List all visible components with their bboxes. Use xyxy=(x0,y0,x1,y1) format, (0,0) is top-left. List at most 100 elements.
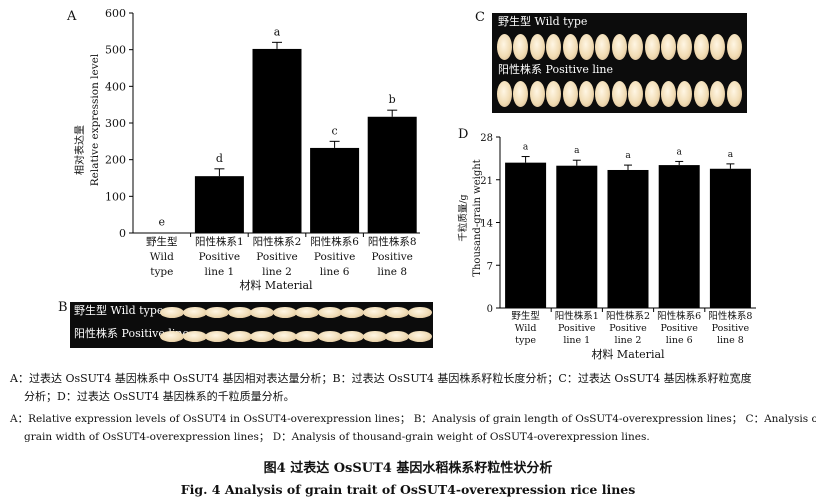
panel-a-category-label: 阳性株系8 xyxy=(368,235,417,248)
panel-d-category-label: line 1 xyxy=(563,335,590,346)
panel-a-y-tick-label: 300 xyxy=(105,117,126,130)
panel-d-category-label: 野生型 xyxy=(511,310,540,322)
rice-grain xyxy=(407,331,432,342)
rice-grain xyxy=(362,331,387,342)
rice-grain xyxy=(595,81,611,107)
rice-grain xyxy=(562,34,578,60)
panel-d-category-label: Positive xyxy=(660,323,698,334)
rice-grain xyxy=(385,307,409,318)
caption-cn-line-2: 分析；D：过表达 OsSUT4 基因株系的千粒质量分析。 xyxy=(24,390,295,403)
panel-a-y-tick-label: 500 xyxy=(105,44,126,57)
caption-cn-line-1: A：过表达 OsSUT4 基因株系中 OsSUT4 基因相对表达量分析；B：过表… xyxy=(10,372,752,385)
panel-d-significance-label: a xyxy=(625,151,631,161)
panel-d-category-label: Positive xyxy=(609,323,647,334)
rice-grain xyxy=(205,307,229,318)
rice-grain xyxy=(710,34,726,60)
caption-en-line-2: grain width of OsSUT4-overexpression lin… xyxy=(24,431,650,443)
panel-d-y-tick-label: 28 xyxy=(480,133,493,144)
rice-grain xyxy=(529,81,545,107)
panel-d-xlabel: 材料 Material xyxy=(591,347,665,361)
panel-d-category-label: type xyxy=(515,335,536,346)
panel-a-category-label: Positive xyxy=(256,251,297,263)
panel-d-ylabel-en: Thousand-grain weight xyxy=(472,159,483,276)
rice-grain xyxy=(272,307,297,318)
panel-a-category-label: 阳性株系1 xyxy=(195,235,244,248)
panel-c-positive-caption: 阳性株系 Positive line xyxy=(498,63,614,76)
panel-d-bar xyxy=(556,165,598,308)
panel-a-category-label: Positive xyxy=(371,251,412,263)
panel-a-significance-label: c xyxy=(332,124,338,137)
panel-d-category-label: Positive xyxy=(558,323,596,334)
panel-a-y-tick-label: 600 xyxy=(105,7,126,20)
rice-grain xyxy=(661,34,676,60)
panel-d-significance-label: a xyxy=(523,143,529,153)
panel-c-photo: 野生型 Wild type 阳性株系 Positive line xyxy=(492,13,747,113)
rice-grain xyxy=(644,34,660,60)
rice-grain xyxy=(513,81,529,107)
panel-d-y-tick-label: 21 xyxy=(480,176,493,187)
rice-grain xyxy=(513,34,529,60)
panel-d-category-label: line 2 xyxy=(615,335,642,346)
panel-d-significance-label: a xyxy=(574,146,580,156)
rice-grain xyxy=(644,81,660,107)
rice-grain xyxy=(385,331,409,342)
rice-grain xyxy=(182,307,207,318)
panel-a-category-label: 阳性株系6 xyxy=(310,235,359,248)
panel-a-category-label: line 6 xyxy=(320,266,350,278)
rice-grain xyxy=(362,307,387,318)
rice-grain xyxy=(546,34,562,60)
panel-d-bar xyxy=(505,162,547,308)
panel-d-bar xyxy=(607,169,649,308)
rice-grain xyxy=(340,307,364,318)
panel-d-category-label: line 6 xyxy=(666,335,693,346)
panel-d-category-label: 阳性株系6 xyxy=(657,310,701,322)
rice-grain xyxy=(160,307,184,318)
caption-en-line-1: A：Relative expression levels of OsSUT4 i… xyxy=(10,413,816,425)
panel-a-bar xyxy=(194,176,244,233)
panel-d-y-tick-label: 7 xyxy=(487,261,493,272)
rice-grain xyxy=(205,331,229,342)
rice-grain xyxy=(693,34,709,60)
panel-d-bar xyxy=(709,168,751,308)
rice-grain xyxy=(546,81,562,107)
panel-a-category-label: line 8 xyxy=(377,266,407,278)
rice-grain xyxy=(295,331,319,342)
panel-a-ylabel-cn: 相对表达量 xyxy=(73,125,86,175)
panel-a-category-label: Positive xyxy=(199,251,240,263)
panel-a-category-label: Positive xyxy=(314,251,355,263)
rice-grain xyxy=(595,34,611,60)
rice-grain xyxy=(677,34,693,60)
panel-a-category-label: line 1 xyxy=(205,266,235,278)
panel-c-label: C xyxy=(475,10,485,25)
panel-a-chart: A 相对表达量 Relative expression level 0 100 20… xyxy=(66,7,420,292)
rice-grain xyxy=(611,34,627,60)
panel-a-significance-label: d xyxy=(216,152,223,165)
panel-a-category-label: Wild xyxy=(150,251,174,263)
rice-grain xyxy=(227,307,252,318)
rice-grain xyxy=(340,331,364,342)
panel-a-bar xyxy=(310,147,360,233)
panel-a-category-label: 阳性株系2 xyxy=(253,235,302,248)
rice-grain xyxy=(661,81,676,107)
panel-c-wild-caption: 野生型 Wild type xyxy=(498,15,588,28)
panel-d-significance-label: a xyxy=(677,147,683,157)
rice-grain xyxy=(726,81,742,107)
panel-a-bar xyxy=(252,48,302,233)
figure-title-cn: 图4 过表达 OsSUT4 基因水稻株系籽粒性状分析 xyxy=(263,461,553,476)
rice-grain xyxy=(677,81,693,107)
panel-d-category-label: Wild xyxy=(515,323,537,334)
rice-grain xyxy=(562,81,578,107)
rice-grain xyxy=(295,307,319,318)
rice-grain xyxy=(317,307,342,318)
rice-grain xyxy=(250,307,274,318)
panel-d-category-label: 阳性株系1 xyxy=(555,310,599,322)
panel-a-y-tick-label: 200 xyxy=(105,154,126,167)
rice-grain xyxy=(529,34,545,60)
rice-grain xyxy=(497,81,512,107)
panel-a-xlabel: 材料 Material xyxy=(239,278,313,292)
rice-grain xyxy=(693,81,709,107)
panel-d-y-tick-label: 0 xyxy=(487,304,493,315)
panel-a-significance-label: a xyxy=(274,25,281,38)
panel-a-bar xyxy=(367,116,417,233)
panel-d-ylabel-cn: 千粒质量/g xyxy=(457,194,469,241)
